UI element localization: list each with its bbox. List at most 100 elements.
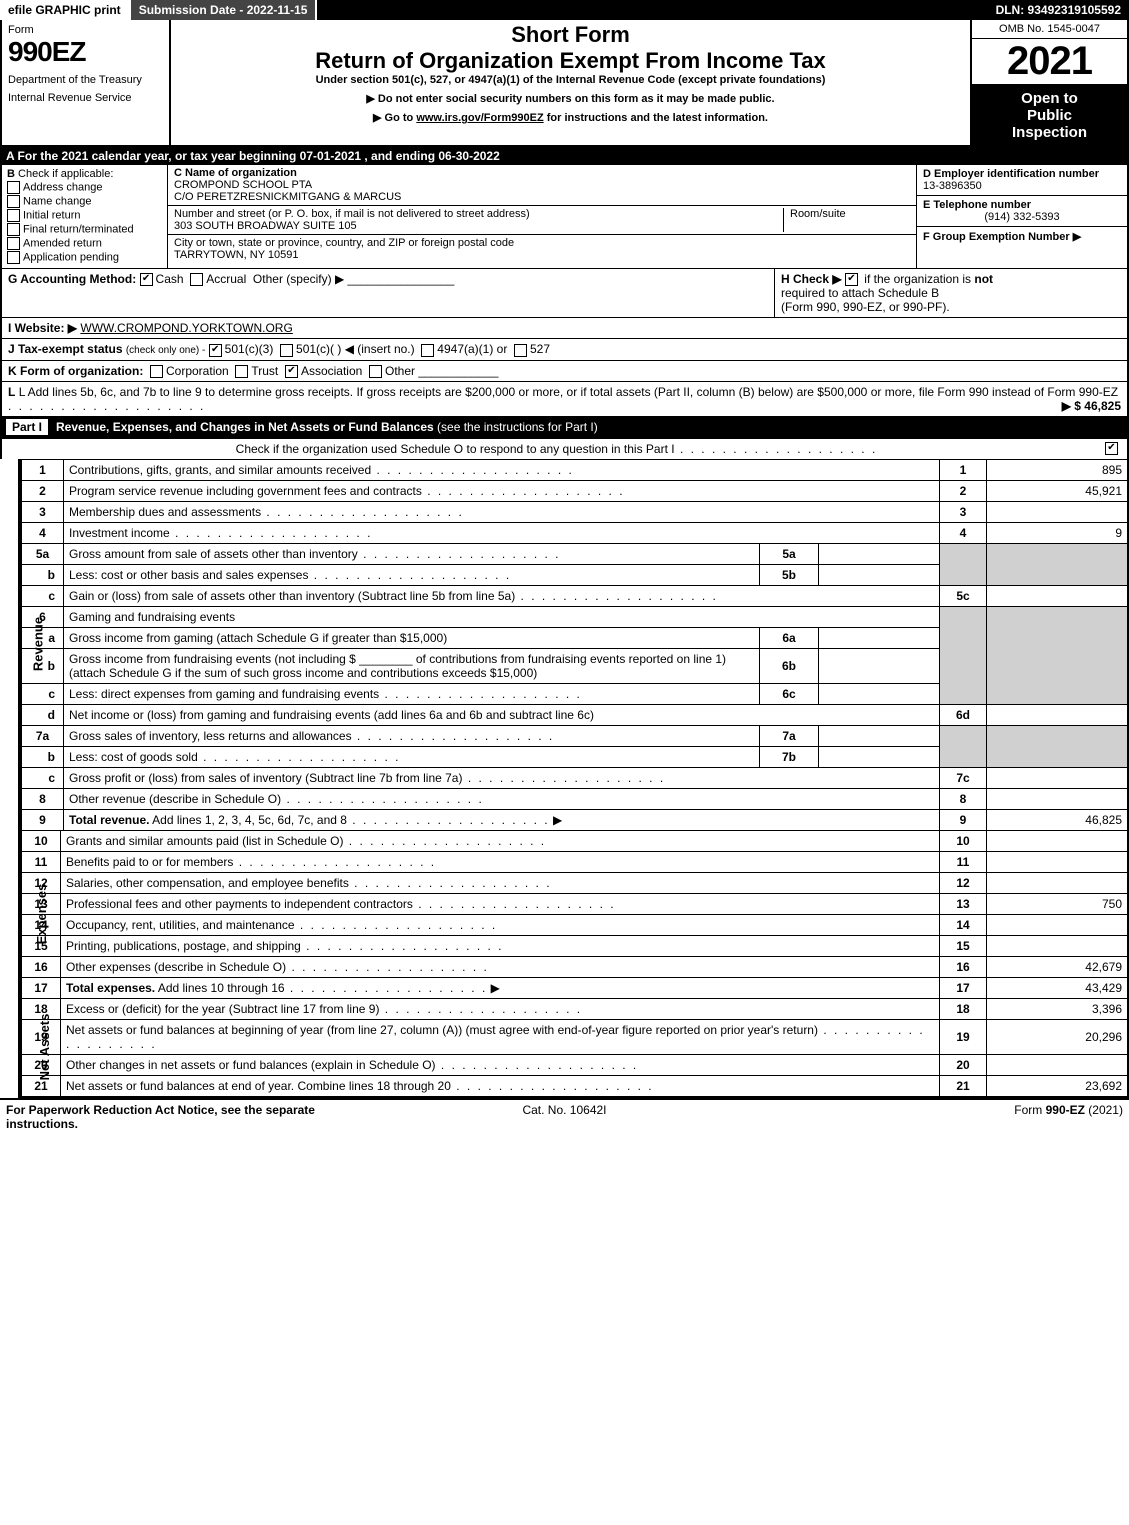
form-word: Form	[8, 24, 163, 36]
org-name-2: C/O PERETZRESNICKMITGANG & MARCUS	[174, 191, 401, 203]
line-7c: cGross profit or (loss) from sales of in…	[21, 767, 1128, 788]
form-ref: Form 990-EZ (2021)	[751, 1103, 1123, 1131]
line-5a: 5aGross amount from sale of assets other…	[21, 543, 1128, 564]
short-form-title: Short Form	[175, 22, 966, 48]
irs-link[interactable]: www.irs.gov/Form990EZ	[416, 112, 543, 124]
line-6: 6Gaming and fundraising events	[21, 606, 1128, 627]
row-website: I Website: ▶ WWW.CROMPOND.YORKTOWN.ORG	[0, 317, 1129, 338]
line-3: 3Membership dues and assessments3	[21, 501, 1128, 522]
line-5c: cGain or (loss) from sale of assets othe…	[21, 585, 1128, 606]
org-street: 303 SOUTH BROADWAY SUITE 105	[174, 220, 357, 232]
revenue-side-label: Revenue	[31, 617, 46, 671]
expenses-table: 10Grants and similar amounts paid (list …	[20, 830, 1129, 998]
chk-527[interactable]	[514, 344, 527, 357]
under-section: Under section 501(c), 527, or 4947(a)(1)…	[175, 74, 966, 86]
line-a-tax-year: A For the 2021 calendar year, or tax yea…	[0, 147, 1129, 165]
org-city: TARRYTOWN, NY 10591	[174, 249, 299, 261]
chk-other-org[interactable]	[369, 365, 382, 378]
omb-number: OMB No. 1545-0047	[972, 20, 1127, 39]
line-4: 4Investment income49	[21, 522, 1128, 543]
line-21: 21Net assets or fund balances at end of …	[21, 1075, 1128, 1096]
part-number: Part I	[6, 419, 48, 435]
row-tax-exempt: J Tax-exempt status (check only one) - ✔…	[0, 338, 1129, 359]
chk-4947[interactable]	[421, 344, 434, 357]
line-19: 19Net assets or fund balances at beginni…	[21, 1019, 1128, 1054]
line-16: 16Other expenses (describe in Schedule O…	[21, 956, 1128, 977]
org-address-block: Number and street (or P. O. box, if mail…	[168, 206, 916, 235]
revenue-table: 1Contributions, gifts, grants, and simil…	[20, 459, 1129, 830]
line-15: 15Printing, publications, postage, and s…	[21, 935, 1128, 956]
paperwork-notice: For Paperwork Reduction Act Notice, see …	[6, 1103, 378, 1131]
efile-label[interactable]: efile GRAPHIC print	[0, 0, 131, 20]
chk-schedule-b[interactable]: ✔	[845, 273, 858, 286]
line-18: 18Excess or (deficit) for the year (Subt…	[21, 998, 1128, 1019]
top-bar: efile GRAPHIC print Submission Date - 20…	[0, 0, 1129, 20]
block-b-through-f: B Check if applicable: Address change Na…	[0, 165, 1129, 268]
dln: DLN: 93492319105592	[988, 0, 1129, 20]
part-1-header: Part I Revenue, Expenses, and Changes in…	[0, 416, 1129, 438]
chk-corp[interactable]	[150, 365, 163, 378]
cat-number: Cat. No. 10642I	[378, 1103, 750, 1131]
chk-application-pending[interactable]: Application pending	[7, 251, 162, 264]
expenses-side-label: Expenses	[34, 884, 49, 945]
form-number: 990EZ	[8, 36, 163, 68]
ein-block: D Employer identification number 13-3896…	[917, 165, 1127, 196]
chk-trust[interactable]	[235, 365, 248, 378]
group-exemption: F Group Exemption Number ▶	[917, 227, 1127, 246]
tax-year: 2021	[972, 39, 1127, 86]
chk-accrual[interactable]	[190, 273, 203, 286]
line-6d: dNet income or (loss) from gaming and fu…	[21, 704, 1128, 725]
net-assets-table: 18Excess or (deficit) for the year (Subt…	[20, 998, 1129, 1096]
section-c: C Name of organization CROMPOND SCHOOL P…	[168, 165, 916, 268]
phone-value: (914) 332-5393	[923, 211, 1121, 223]
dept-irs: Internal Revenue Service	[8, 92, 163, 104]
line-20: 20Other changes in net assets or fund ba…	[21, 1054, 1128, 1075]
org-name-block: C Name of organization CROMPOND SCHOOL P…	[168, 165, 916, 206]
line-9: 9Total revenue. Add lines 1, 2, 3, 4, 5c…	[21, 809, 1128, 830]
net-assets-side-label: Net Assets	[37, 1014, 52, 1081]
chk-amended-return[interactable]: Amended return	[7, 237, 162, 250]
org-name-1: CROMPOND SCHOOL PTA	[174, 179, 312, 191]
page-footer: For Paperwork Reduction Act Notice, see …	[0, 1098, 1129, 1134]
accounting-method: G Accounting Method: ✔Cash Accrual Other…	[8, 272, 768, 286]
form-header: Form 990EZ Department of the Treasury In…	[0, 20, 1129, 147]
part-1-schedule-o: Check if the organization used Schedule …	[0, 438, 1129, 459]
chk-assoc[interactable]: ✔	[285, 365, 298, 378]
chk-name-change[interactable]: Name change	[7, 195, 162, 208]
section-d-e-f: D Employer identification number 13-3896…	[916, 165, 1127, 268]
chk-final-return[interactable]: Final return/terminated	[7, 223, 162, 236]
row-g-h: G Accounting Method: ✔Cash Accrual Other…	[0, 268, 1129, 317]
chk-cash[interactable]: ✔	[140, 273, 153, 286]
website-link[interactable]: WWW.CROMPOND.YORKTOWN.ORG	[80, 321, 292, 335]
chk-address-change[interactable]: Address change	[7, 181, 162, 194]
return-title: Return of Organization Exempt From Incom…	[175, 48, 966, 74]
form-id-block: Form 990EZ Department of the Treasury In…	[2, 20, 171, 145]
ein-value: 13-3896350	[923, 180, 982, 192]
chk-501c3[interactable]: ✔	[209, 344, 222, 357]
line-13: 13Professional fees and other payments t…	[21, 893, 1128, 914]
line-2: 2Program service revenue including gover…	[21, 480, 1128, 501]
form-title-block: Short Form Return of Organization Exempt…	[171, 20, 970, 145]
chk-501c[interactable]	[280, 344, 293, 357]
chk-part1-schedule-o[interactable]: ✔	[1105, 442, 1118, 455]
row-l-gross-receipts: L L Add lines 5b, 6c, and 7b to line 9 t…	[0, 381, 1129, 416]
line-14: 14Occupancy, rent, utilities, and mainte…	[21, 914, 1128, 935]
schedule-b-check: H Check ▶ ✔ if the organization is not r…	[774, 269, 1127, 317]
open-to-public: Open to Public Inspection	[972, 86, 1127, 145]
section-b: B Check if applicable: Address change Na…	[2, 165, 168, 268]
chk-initial-return[interactable]: Initial return	[7, 209, 162, 222]
room-suite: Room/suite	[783, 208, 910, 232]
header-right: OMB No. 1545-0047 2021 Open to Public In…	[970, 20, 1127, 145]
gross-receipts-amount: ▶ $ 46,825	[1062, 399, 1121, 413]
row-form-org: K Form of organization: Corporation Trus…	[0, 360, 1129, 381]
goto-link: ▶ Go to www.irs.gov/Form990EZ for instru…	[175, 111, 966, 124]
line-8: 8Other revenue (describe in Schedule O)8	[21, 788, 1128, 809]
line-11: 11Benefits paid to or for members11	[21, 851, 1128, 872]
line-17: 17Total expenses. Add lines 10 through 1…	[21, 977, 1128, 998]
line-12: 12Salaries, other compensation, and empl…	[21, 872, 1128, 893]
line-1: 1Contributions, gifts, grants, and simil…	[21, 459, 1128, 480]
phone-block: E Telephone number (914) 332-5393	[917, 196, 1127, 227]
dept-treasury: Department of the Treasury	[8, 74, 163, 86]
ssn-warning: ▶ Do not enter social security numbers o…	[175, 92, 966, 105]
line-10: 10Grants and similar amounts paid (list …	[21, 830, 1128, 851]
